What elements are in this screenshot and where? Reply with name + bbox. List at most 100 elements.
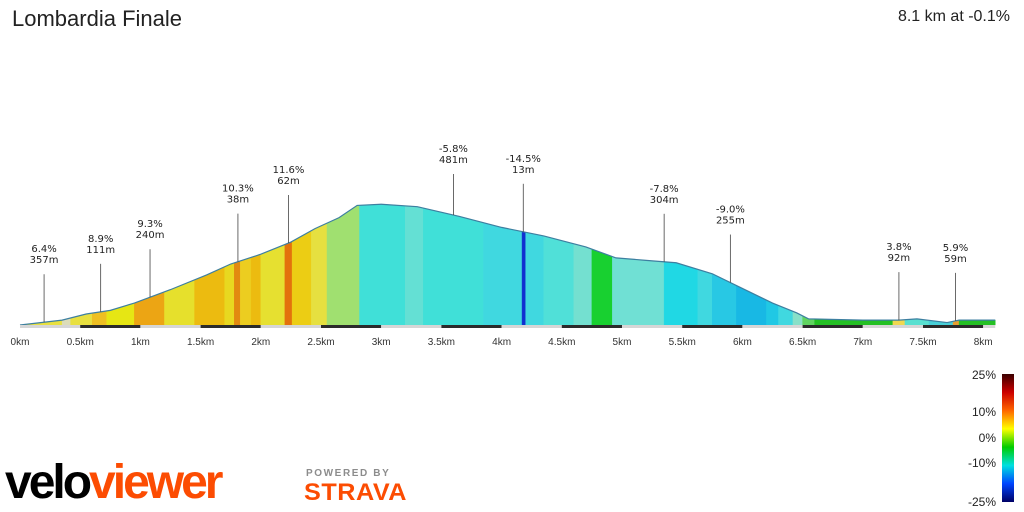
axis-band — [923, 325, 984, 328]
gradient-legend-bar — [1002, 374, 1014, 502]
annotation-length: 13m — [512, 165, 534, 176]
annotation-length: 59m — [944, 254, 966, 265]
distance-axis: 0km 0.5km 1km 1.5km 2km 2.5km 3km 3.5km 4km 4.5km… — [11, 325, 996, 348]
annotation-length: 481m — [439, 155, 468, 166]
gradient-segment — [958, 319, 996, 326]
x-tick-label: 7.5km — [909, 337, 936, 348]
annotation-grade: 11.6% — [273, 165, 305, 176]
gradient-segment — [240, 257, 252, 326]
annotation-grade: -5.8% — [439, 144, 468, 155]
axis-band — [983, 325, 996, 328]
axis-band — [200, 325, 261, 328]
annotation-grade: 6.4% — [31, 244, 56, 255]
gradient-segment — [712, 273, 737, 326]
gradient-legend: 25% 10% 0% -10% -25% — [968, 368, 1014, 509]
gradient-segment — [543, 235, 575, 326]
profile-outline — [19, 203, 996, 326]
gradient-segment — [250, 253, 262, 326]
axis-band — [80, 325, 141, 328]
axis-band — [862, 325, 923, 328]
gradient-segment — [697, 269, 713, 326]
gradient-segment — [284, 240, 293, 326]
annotation-length: 111m — [86, 245, 115, 256]
axis-band — [260, 325, 321, 328]
axis-band — [20, 325, 81, 328]
gradient-segment — [423, 207, 484, 326]
axis-band — [321, 325, 382, 328]
x-tick-label: 0.5km — [67, 337, 94, 348]
gradient-segment — [194, 266, 225, 326]
axis-band — [622, 325, 683, 328]
x-tick-label: 6.5km — [789, 337, 816, 348]
gradient-segment — [591, 248, 613, 326]
x-tick-label: 4.5km — [548, 337, 575, 348]
annotation-grade: -14.5% — [506, 154, 541, 165]
gradient-segment — [573, 243, 593, 326]
gradient-segment — [326, 205, 360, 326]
annotation-grade: -9.0% — [716, 205, 745, 216]
x-tick-label: 5km — [613, 337, 632, 348]
annotation-length: 38m — [227, 195, 249, 206]
x-tick-label: 4km — [492, 337, 511, 348]
annotation-grade: -7.8% — [650, 184, 679, 195]
x-tick-label: 7km — [853, 337, 872, 348]
x-tick-label: 2.5km — [307, 337, 334, 348]
annotation-length: 62m — [277, 176, 299, 187]
legend-label: 25% — [972, 368, 996, 382]
gradient-segment — [612, 256, 665, 326]
annotation-grade: 9.3% — [137, 219, 162, 230]
legend-label: -10% — [968, 456, 996, 470]
gradient-legend-labels: 25% 10% 0% -10% -25% — [968, 368, 996, 509]
gradient-segment — [234, 260, 241, 326]
axis-band — [561, 325, 622, 328]
annotation-grade: 8.9% — [88, 234, 113, 245]
gradient-segment — [521, 231, 526, 326]
axis-band — [742, 325, 803, 328]
veloviewer-logo: veloviewer — [5, 456, 226, 508]
annotation-length: 92m — [888, 253, 910, 264]
annotation-grade: 3.8% — [886, 242, 911, 253]
axis-band — [802, 325, 863, 328]
powered-by-label: POWERED BY — [306, 468, 391, 479]
strava-logo: STRAVA — [304, 479, 408, 506]
gradient-segment — [260, 244, 286, 326]
page-title: Lombardia Finale — [12, 6, 182, 31]
segment-layer — [19, 203, 996, 326]
gradient-segment — [359, 203, 406, 326]
gradient-segment — [405, 205, 424, 326]
annotation-length: 304m — [650, 195, 679, 206]
annotation-grade: 5.9% — [943, 243, 968, 254]
x-tick-label: 6km — [733, 337, 752, 348]
legend-label: -25% — [968, 495, 996, 509]
gradient-segment — [766, 299, 779, 326]
gradient-segment — [106, 302, 135, 326]
svg-text:veloviewer: veloviewer — [5, 456, 223, 508]
axis-band — [381, 325, 442, 328]
veloviewer-logo-viewer: viewer — [89, 456, 223, 508]
gradient-segment — [736, 285, 767, 326]
x-tick-label: 0km — [11, 337, 30, 348]
x-tick-label: 5.5km — [669, 337, 696, 348]
gradient-segment — [164, 279, 195, 326]
elevation-profile-chart: 0km 0.5km 1km 1.5km 2km 2.5km 3km 3.5km 4km 4.5km… — [11, 144, 996, 348]
x-tick-label: 3.5km — [428, 337, 455, 348]
legend-label: 10% — [972, 405, 996, 419]
annotation-length: 255m — [716, 216, 745, 227]
annotation-length: 357m — [30, 255, 59, 266]
legend-label: 0% — [979, 431, 997, 445]
distance-gradient-summary: 8.1 km at -0.1% — [897, 8, 1010, 25]
gradient-segment — [311, 222, 328, 326]
axis-band — [140, 325, 201, 328]
gradient-segment — [483, 222, 523, 326]
annotation-grade: 10.3% — [222, 184, 254, 195]
gradient-segment — [224, 262, 235, 326]
annotation-length: 240m — [136, 230, 165, 241]
x-tick-label: 8km — [974, 337, 993, 348]
x-tick-label: 1.5km — [187, 337, 214, 348]
gradient-segment — [525, 231, 544, 326]
axis-band — [682, 325, 743, 328]
axis-band — [441, 325, 502, 328]
annotations: 6.4%357m 8.9%111m 9.3%240m 10.3%38m 11.6%62m… — [30, 144, 968, 323]
gradient-segment — [663, 261, 699, 326]
x-tick-label: 2km — [251, 337, 270, 348]
